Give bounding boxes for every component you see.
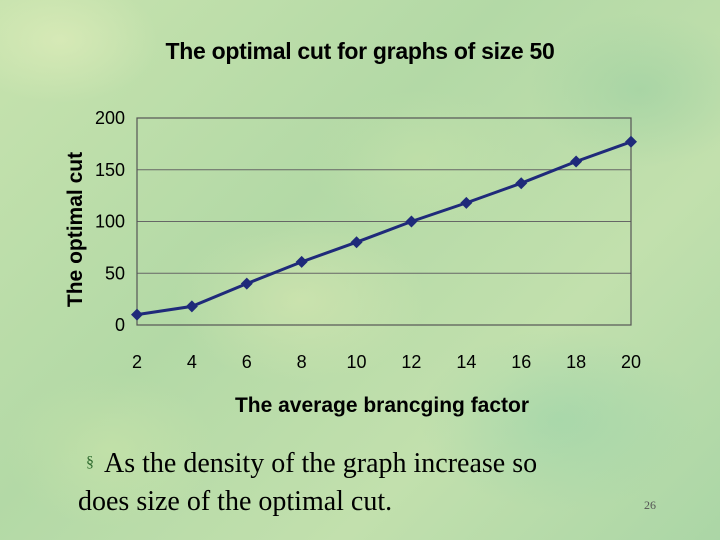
caption-line-2: does size of the optimal cut.	[78, 486, 393, 517]
x-tick-label: 2	[132, 352, 142, 372]
y-tick-label: 200	[95, 108, 125, 128]
data-point-marker	[625, 135, 637, 148]
data-point-marker	[350, 236, 363, 249]
y-tick-label: 150	[95, 160, 125, 180]
caption-line-1-text: As the density of the graph increase so	[104, 448, 538, 479]
data-point-marker	[185, 300, 198, 313]
page-number: 26	[644, 498, 656, 512]
x-tick-label: 4	[187, 352, 197, 372]
x-tick-label: 8	[297, 352, 307, 372]
data-point-marker	[515, 177, 528, 190]
data-point-marker	[295, 255, 308, 268]
y-axis-title: The optimal cut	[64, 152, 87, 307]
x-tick-label: 14	[456, 352, 476, 372]
y-tick-label: 0	[115, 315, 125, 335]
x-axis-title: The average brancging factor	[235, 394, 529, 417]
data-point-marker	[240, 277, 253, 290]
x-tick-label: 16	[511, 352, 531, 372]
x-tick-labels: 2 4 6 8 10 12 14 16 18 20	[132, 352, 641, 372]
series-line	[136, 140, 632, 317]
data-point-marker	[570, 155, 583, 168]
x-tick-label: 18	[566, 352, 586, 372]
caption-line-1: § As the density of the graph increase so	[78, 447, 537, 485]
x-tick-label: 12	[401, 352, 421, 372]
data-point-marker	[460, 196, 473, 209]
caption: § As the density of the graph increase so…	[78, 447, 537, 519]
y-tick-label: 50	[105, 263, 125, 283]
series-markers	[131, 135, 637, 321]
chart-title: The optimal cut for graphs of size 50	[165, 38, 555, 64]
plot-area	[136, 117, 632, 326]
x-tick-label: 6	[242, 352, 252, 372]
x-tick-label: 20	[621, 352, 641, 372]
y-tick-labels: 0 50 100 150 200	[95, 108, 125, 335]
x-tick-label: 10	[347, 352, 367, 372]
grid-lines	[137, 169, 631, 274]
data-point-marker	[131, 308, 143, 321]
y-tick-label: 100	[95, 212, 125, 232]
bullet-icon: §	[86, 454, 94, 471]
data-point-marker	[405, 215, 418, 228]
